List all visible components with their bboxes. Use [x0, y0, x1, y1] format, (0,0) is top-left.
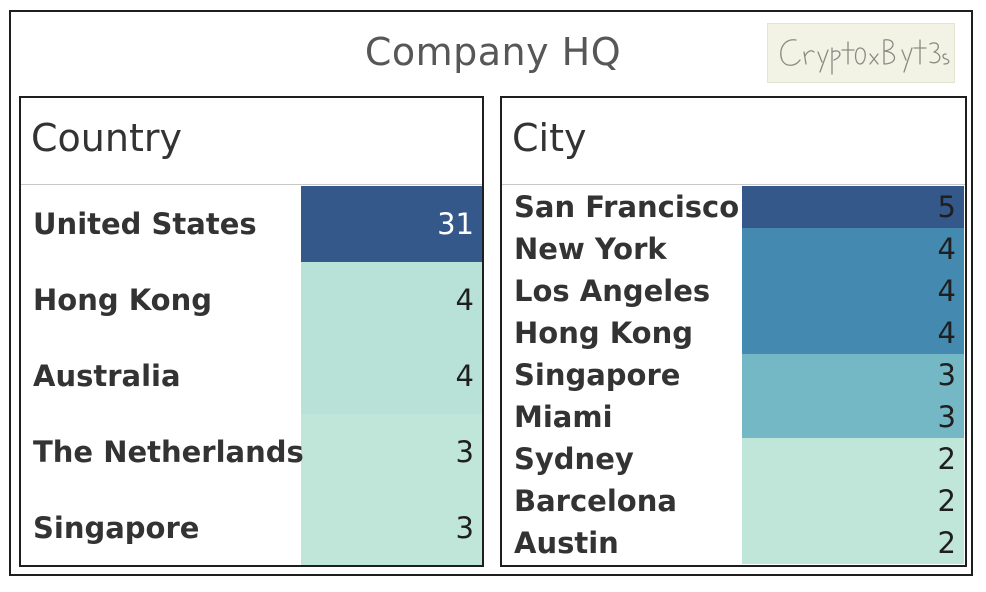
row-label: Singapore [514, 358, 681, 392]
row-label: Austin [514, 526, 619, 560]
table-row: 4 Australia [21, 338, 482, 414]
value-cell: 2 [742, 438, 964, 480]
value-label: 3 [455, 511, 474, 545]
value-label: 4 [455, 359, 474, 393]
table-row: 4 New York [502, 228, 965, 270]
value-cell: 4 [742, 270, 964, 312]
value-label: 2 [937, 484, 956, 518]
value-cell: 4 [742, 312, 964, 354]
country-table: Country 31 United States 4 Hong Kong 4 Austra… [19, 96, 484, 567]
table-row: 5 San Francisco [502, 186, 965, 228]
table-row: 4 Los Angeles [502, 270, 965, 312]
page-title: Company HQ [364, 30, 622, 74]
value-label: 2 [937, 526, 956, 560]
value-cell: 2 [742, 480, 964, 522]
value-label: 4 [937, 232, 956, 266]
row-label: Hong Kong [33, 283, 212, 317]
value-cell: 3 [742, 354, 964, 396]
value-cell: 4 [742, 228, 964, 270]
row-label: United States [33, 207, 257, 241]
value-label: 5 [937, 190, 956, 224]
value-cell: 3 [301, 490, 482, 565]
value-label: 4 [455, 283, 474, 317]
value-label: 3 [937, 400, 956, 434]
table-row: 2 Austin [502, 522, 965, 564]
value-cell: 5 [742, 186, 964, 228]
row-label: Hong Kong [514, 316, 693, 350]
value-cell: 31 [301, 186, 482, 262]
row-label: San Francisco [514, 190, 740, 224]
city-header-rule [502, 184, 965, 185]
row-label: Los Angeles [514, 274, 711, 308]
value-label: 31 [437, 207, 474, 241]
row-label: Australia [33, 359, 181, 393]
city-panel-title: City [512, 116, 587, 160]
row-label: New York [514, 232, 667, 266]
row-label: Singapore [33, 511, 200, 545]
row-label: The Netherlands [33, 435, 304, 469]
table-row: 4 Hong Kong [21, 262, 482, 338]
city-table: City 5 San Francisco 4 New York 4 Los Angeles… [500, 96, 967, 567]
value-label: 4 [937, 274, 956, 308]
value-label: 3 [937, 358, 956, 392]
table-row: 3 Singapore [502, 354, 965, 396]
row-label: Sydney [514, 442, 634, 476]
table-row: 3 The Netherlands [21, 414, 482, 490]
table-row: 4 Hong Kong [502, 312, 965, 354]
value-cell: 4 [301, 338, 482, 414]
value-cell: 4 [301, 262, 482, 338]
value-label: 3 [455, 435, 474, 469]
row-label: Barcelona [514, 484, 677, 518]
value-label: 2 [937, 442, 956, 476]
row-label: Miami [514, 400, 613, 434]
country-header-rule [21, 184, 482, 185]
value-cell: 3 [742, 396, 964, 438]
table-row: 3 Singapore [21, 490, 482, 565]
table-row: 3 Miami [502, 396, 965, 438]
table-row: 2 Sydney [502, 438, 965, 480]
country-panel-title: Country [31, 116, 182, 160]
signature-drawing [780, 39, 950, 75]
value-cell: 3 [301, 414, 482, 490]
value-cell: 2 [742, 522, 964, 564]
signature-image [767, 23, 955, 83]
value-label: 4 [937, 316, 956, 350]
table-row: 2 Barcelona [502, 480, 965, 522]
table-row: 31 United States [21, 186, 482, 262]
